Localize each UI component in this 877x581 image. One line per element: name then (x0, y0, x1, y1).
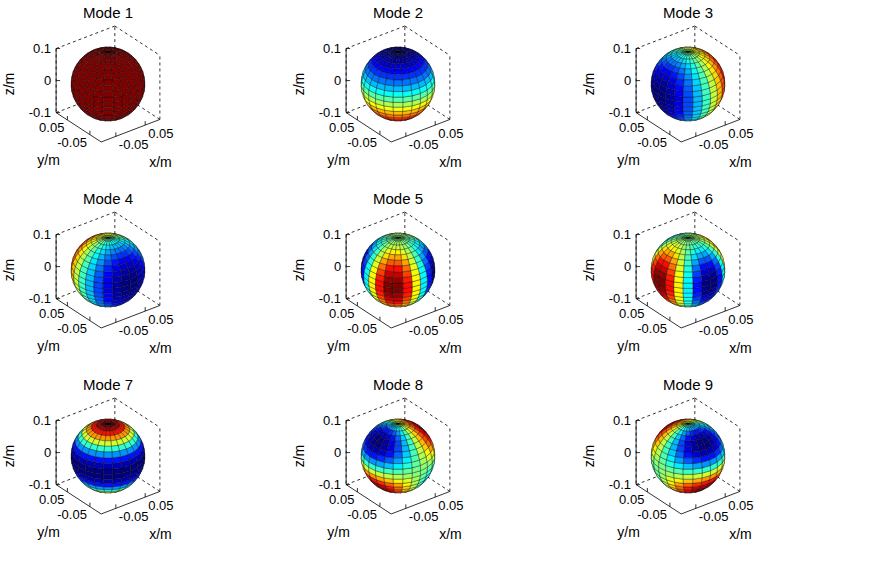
svg-text:0.05: 0.05 (148, 312, 173, 327)
svg-text:0.1: 0.1 (323, 413, 341, 428)
svg-text:0: 0 (44, 73, 51, 88)
svg-text:-0.05: -0.05 (699, 509, 729, 524)
svg-text:Mode 1: Mode 1 (83, 4, 133, 21)
svg-text:-0.05: -0.05 (57, 321, 87, 336)
svg-text:0.1: 0.1 (323, 41, 341, 56)
svg-text:-0.1: -0.1 (609, 105, 631, 120)
svg-text:0.05: 0.05 (329, 120, 354, 135)
svg-text:-0.1: -0.1 (29, 291, 51, 306)
svg-text:Mode 7: Mode 7 (83, 376, 133, 393)
svg-text:0.1: 0.1 (613, 413, 631, 428)
svg-text:0.05: 0.05 (728, 312, 753, 327)
svg-text:x/m: x/m (149, 526, 172, 542)
svg-text:0.05: 0.05 (39, 306, 64, 321)
svg-text:z/m: z/m (581, 73, 597, 96)
svg-text:0.1: 0.1 (33, 227, 51, 242)
svg-text:-0.05: -0.05 (119, 137, 149, 152)
svg-text:y/m: y/m (327, 152, 350, 168)
svg-text:0.05: 0.05 (39, 120, 64, 135)
svg-text:x/m: x/m (149, 340, 172, 356)
svg-text:y/m: y/m (327, 524, 350, 540)
svg-text:-0.05: -0.05 (57, 135, 87, 150)
svg-text:z/m: z/m (1, 445, 17, 468)
svg-text:-0.05: -0.05 (57, 507, 87, 522)
svg-text:-0.05: -0.05 (637, 321, 667, 336)
svg-text:-0.05: -0.05 (409, 509, 439, 524)
svg-text:-0.05: -0.05 (347, 135, 377, 150)
svg-text:0.05: 0.05 (148, 498, 173, 513)
svg-text:0.05: 0.05 (329, 306, 354, 321)
svg-text:Mode 3: Mode 3 (663, 4, 713, 21)
svg-text:-0.1: -0.1 (319, 105, 341, 120)
svg-text:y/m: y/m (37, 152, 60, 168)
svg-text:x/m: x/m (439, 526, 462, 542)
svg-text:Mode 8: Mode 8 (373, 376, 423, 393)
svg-text:x/m: x/m (729, 526, 752, 542)
svg-text:-0.05: -0.05 (699, 137, 729, 152)
svg-text:-0.05: -0.05 (119, 509, 149, 524)
svg-text:0.1: 0.1 (33, 41, 51, 56)
svg-text:z/m: z/m (581, 445, 597, 468)
svg-text:x/m: x/m (729, 154, 752, 170)
svg-text:y/m: y/m (37, 524, 60, 540)
svg-text:0.05: 0.05 (728, 126, 753, 141)
svg-text:z/m: z/m (291, 445, 307, 468)
svg-text:-0.05: -0.05 (347, 321, 377, 336)
svg-text:-0.05: -0.05 (409, 323, 439, 338)
svg-text:y/m: y/m (37, 338, 60, 354)
svg-text:Mode 2: Mode 2 (373, 4, 423, 21)
svg-text:0.05: 0.05 (39, 492, 64, 507)
svg-text:-0.05: -0.05 (637, 507, 667, 522)
svg-text:0.05: 0.05 (619, 120, 644, 135)
svg-text:0.1: 0.1 (613, 227, 631, 242)
svg-text:0: 0 (624, 445, 631, 460)
svg-text:0.05: 0.05 (148, 126, 173, 141)
svg-text:y/m: y/m (617, 524, 640, 540)
svg-text:z/m: z/m (291, 73, 307, 96)
svg-text:0: 0 (44, 445, 51, 460)
svg-text:x/m: x/m (439, 154, 462, 170)
svg-text:-0.05: -0.05 (347, 507, 377, 522)
svg-text:Mode 4: Mode 4 (83, 190, 133, 207)
svg-text:y/m: y/m (327, 338, 350, 354)
svg-text:0.05: 0.05 (329, 492, 354, 507)
svg-text:z/m: z/m (1, 73, 17, 96)
svg-text:y/m: y/m (617, 338, 640, 354)
svg-text:-0.1: -0.1 (319, 477, 341, 492)
svg-text:-0.1: -0.1 (29, 477, 51, 492)
svg-text:0: 0 (624, 259, 631, 274)
svg-text:0: 0 (334, 445, 341, 460)
svg-text:0: 0 (624, 73, 631, 88)
svg-text:0: 0 (334, 259, 341, 274)
svg-text:z/m: z/m (291, 259, 307, 282)
svg-text:-0.05: -0.05 (409, 137, 439, 152)
svg-text:Mode 5: Mode 5 (373, 190, 423, 207)
svg-text:-0.1: -0.1 (609, 291, 631, 306)
svg-text:-0.1: -0.1 (609, 477, 631, 492)
svg-text:-0.05: -0.05 (119, 323, 149, 338)
svg-text:z/m: z/m (1, 259, 17, 282)
svg-text:-0.05: -0.05 (699, 323, 729, 338)
svg-text:0.1: 0.1 (323, 227, 341, 242)
svg-text:y/m: y/m (617, 152, 640, 168)
svg-text:0.1: 0.1 (33, 413, 51, 428)
svg-text:x/m: x/m (439, 340, 462, 356)
svg-text:0: 0 (334, 73, 341, 88)
svg-text:-0.05: -0.05 (637, 135, 667, 150)
svg-text:0.05: 0.05 (619, 492, 644, 507)
svg-text:x/m: x/m (149, 154, 172, 170)
svg-text:0.1: 0.1 (613, 41, 631, 56)
svg-text:0.05: 0.05 (438, 312, 463, 327)
svg-text:Mode 6: Mode 6 (663, 190, 713, 207)
svg-text:0.05: 0.05 (438, 498, 463, 513)
svg-text:Mode 9: Mode 9 (663, 376, 713, 393)
svg-text:0.05: 0.05 (619, 306, 644, 321)
svg-text:0.05: 0.05 (438, 126, 463, 141)
svg-text:-0.1: -0.1 (29, 105, 51, 120)
svg-text:0.05: 0.05 (728, 498, 753, 513)
svg-text:-0.1: -0.1 (319, 291, 341, 306)
svg-text:x/m: x/m (729, 340, 752, 356)
svg-text:0: 0 (44, 259, 51, 274)
svg-text:z/m: z/m (581, 259, 597, 282)
